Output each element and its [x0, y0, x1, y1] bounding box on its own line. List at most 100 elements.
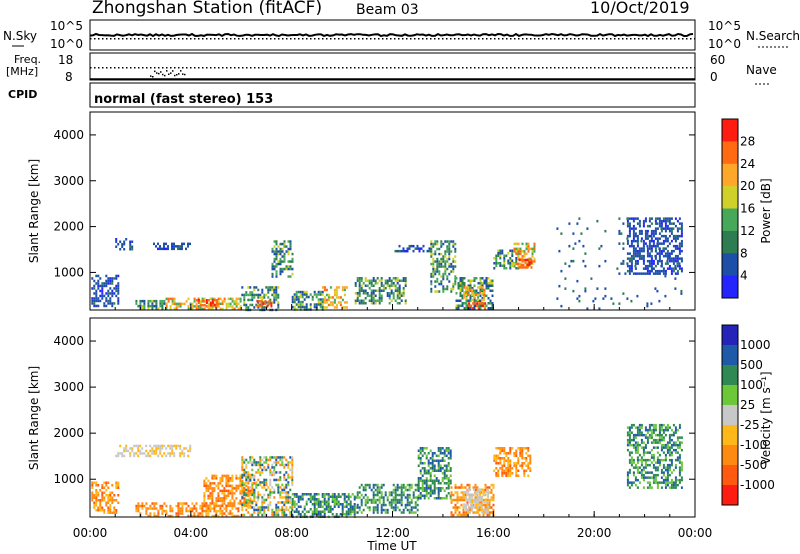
data-cell: [159, 299, 162, 303]
data-cell: [656, 227, 659, 230]
data-cell: [370, 302, 373, 305]
data-cell: [380, 486, 383, 489]
data-cell: [446, 247, 449, 251]
freq-dot: [354, 67, 356, 69]
data-cell: [335, 503, 338, 506]
data-cell: [449, 469, 452, 472]
data-cell: [666, 468, 669, 472]
data-cell: [419, 449, 422, 452]
data-cell: [273, 511, 276, 514]
data-cell: [564, 262, 567, 265]
data-cell: [291, 513, 294, 517]
freq-dot: [226, 67, 228, 69]
data-cell: [396, 282, 399, 285]
data-cell: [491, 304, 494, 307]
data-cell: [171, 444, 174, 448]
data-cell: [221, 509, 224, 513]
data-cell: [283, 476, 286, 479]
data-cell: [646, 458, 649, 462]
data-cell: [394, 249, 397, 253]
data-cell: [247, 473, 250, 477]
data-cell: [394, 498, 397, 502]
data-cell: [263, 513, 266, 517]
data-cell: [495, 254, 498, 257]
data-cell: [227, 504, 230, 508]
data-cell: [489, 289, 492, 292]
data-cell: [425, 479, 428, 482]
power-ylabel: Slant Range [km]: [27, 159, 41, 263]
data-cell: [256, 299, 259, 303]
data-cell: [449, 467, 452, 470]
data-cell: [151, 449, 154, 453]
data-cell: [650, 456, 653, 459]
data-cell: [169, 504, 172, 508]
data-cell: [370, 501, 373, 504]
data-cell: [626, 473, 629, 477]
data-cell: [199, 300, 202, 303]
data-cell: [419, 472, 422, 475]
data-cell: [419, 494, 422, 497]
data-cell: [354, 282, 357, 285]
data-cell: [297, 290, 300, 294]
data-cell: [275, 257, 278, 261]
data-cell: [529, 459, 532, 462]
data-cell: [155, 452, 158, 455]
data-cell: [281, 267, 284, 271]
colorbar-swatch: [722, 385, 738, 406]
data-cell: [235, 514, 238, 518]
data-cell: [245, 476, 248, 479]
data-cell: [474, 486, 477, 489]
data-cell: [626, 438, 629, 442]
data-cell: [189, 242, 191, 246]
data-cell: [467, 508, 470, 511]
nsearch-dot: [666, 38, 668, 40]
data-cell: [479, 291, 482, 294]
data-cell: [175, 512, 178, 515]
data-cell: [396, 302, 399, 305]
data-cell: [366, 279, 369, 282]
data-cell: [495, 472, 498, 475]
data-cell: [392, 508, 395, 512]
data-cell: [425, 477, 428, 480]
data-cell: [293, 503, 296, 506]
data-cell: [429, 484, 432, 487]
data-cell: [442, 242, 445, 246]
data-cell: [646, 451, 649, 454]
data-cell: [460, 491, 463, 494]
data-cell: [191, 307, 194, 311]
data-cell: [213, 302, 216, 306]
data-cell: [495, 257, 498, 260]
data-cell: [273, 260, 276, 263]
data-cell: [157, 247, 159, 251]
data-cell: [642, 247, 645, 250]
data-cell: [311, 498, 314, 501]
data-cell: [465, 291, 468, 294]
data-cell: [137, 507, 140, 510]
freq-dot: [106, 67, 108, 69]
data-cell: [225, 504, 228, 508]
data-cell: [265, 468, 268, 472]
data-cell: [241, 463, 244, 467]
data-cell: [181, 242, 183, 246]
data-cell: [241, 476, 244, 479]
data-cell: [103, 509, 106, 512]
data-cell: [678, 471, 681, 474]
data-cell: [662, 478, 665, 482]
data-cell: [638, 232, 641, 235]
data-cell: [632, 446, 635, 449]
data-cell: [511, 467, 514, 470]
data-cell: [486, 503, 489, 507]
data-cell: [356, 294, 359, 297]
data-cell: [219, 302, 222, 306]
data-cell: [171, 452, 174, 455]
data-cell: [640, 232, 643, 235]
data-cell: [93, 304, 96, 308]
data-cell: [483, 288, 486, 292]
data-cell: [185, 247, 187, 251]
data-cell: [259, 463, 262, 467]
data-cell: [251, 456, 254, 459]
data-cell: [141, 504, 144, 508]
data-cell: [259, 461, 262, 464]
nsearch-dot: [342, 38, 344, 40]
data-cell: [483, 293, 486, 297]
